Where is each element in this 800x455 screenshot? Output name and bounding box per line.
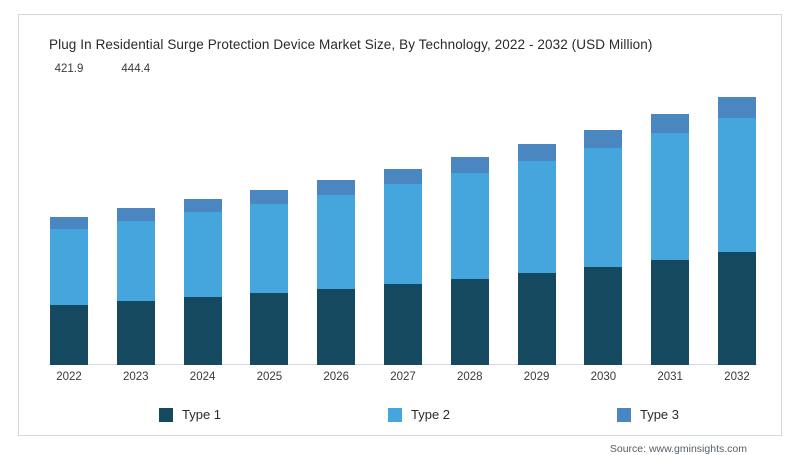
chart-frame: Plug In Residential Surge Protection Dev… <box>18 14 782 455</box>
bar-segment-type2[interactable] <box>183 212 222 297</box>
bar-segment-type3[interactable] <box>183 199 222 212</box>
table-row[interactable] <box>583 85 623 365</box>
table-row[interactable]: 421.9 <box>49 63 89 365</box>
bar-segment-type2[interactable] <box>717 118 756 252</box>
legend-swatch-icon <box>616 407 631 422</box>
x-tick-label: 2029 <box>523 371 550 383</box>
bar-segment-type2[interactable] <box>383 184 422 284</box>
bar-segment-type1[interactable] <box>250 293 289 365</box>
table-row[interactable] <box>717 85 757 365</box>
bar-value-label: 444.4 <box>121 63 151 75</box>
table-row[interactable] <box>316 85 356 365</box>
legend-item-type3[interactable]: Type 3 <box>616 407 679 422</box>
bar-segment-type1[interactable] <box>383 284 422 365</box>
bar-segment-type2[interactable] <box>651 133 690 260</box>
table-row[interactable] <box>183 85 223 365</box>
x-tick-label: 2025 <box>256 371 283 383</box>
x-axis-ticks: 2022 2023 2024 2025 2026 2027 2028 2029 … <box>49 371 757 383</box>
bar-segment-type3[interactable] <box>584 130 623 148</box>
bar-segment-type3[interactable] <box>317 180 356 195</box>
bar-segment-type3[interactable] <box>116 208 155 221</box>
bar-value-label: 421.9 <box>54 63 84 75</box>
bar-segment-type2[interactable] <box>517 161 556 273</box>
bar-segment-type3[interactable] <box>50 217 88 229</box>
table-row[interactable] <box>383 85 423 365</box>
bar-segment-type1[interactable] <box>517 273 556 365</box>
bar-segment-type1[interactable] <box>651 260 690 365</box>
bar-segment-type1[interactable] <box>584 267 623 365</box>
bar-segment-type2[interactable] <box>250 204 289 293</box>
x-tick-label: 2022 <box>56 371 82 383</box>
bar-segment-type3[interactable] <box>450 157 489 173</box>
table-row[interactable]: 444.4 <box>116 63 156 365</box>
legend-swatch-icon <box>387 407 402 422</box>
x-tick-label: 2024 <box>189 371 216 383</box>
x-tick-label: 2027 <box>390 371 416 383</box>
source-attribution: Source: www.gminsights.com <box>609 443 747 455</box>
bar-segment-type2[interactable] <box>50 229 88 305</box>
x-tick-label: 2030 <box>590 371 617 383</box>
legend-item-type2[interactable]: Type 2 <box>387 407 451 422</box>
table-row[interactable] <box>249 85 289 365</box>
x-tick-label: 2023 <box>123 371 149 383</box>
x-tick-label: 2031 <box>657 371 683 383</box>
legend-swatch-icon <box>159 407 173 422</box>
bar-segment-type3[interactable] <box>717 97 756 118</box>
chart-legend: Type 1 Type 2 Type 3 <box>159 407 679 422</box>
table-row[interactable] <box>450 85 490 365</box>
bar-segment-type3[interactable] <box>517 144 556 161</box>
bar-segment-type1[interactable] <box>717 252 756 365</box>
bar-segment-type2[interactable] <box>317 195 356 289</box>
bar-segment-type1[interactable] <box>317 289 356 365</box>
bar-segment-type2[interactable] <box>584 148 623 267</box>
legend-label: Type 3 <box>639 407 679 422</box>
x-tick-label: 2026 <box>323 371 349 383</box>
bar-segment-type2[interactable] <box>116 221 155 301</box>
legend-item-type1[interactable]: Type 1 <box>159 407 221 422</box>
bar-segment-type3[interactable] <box>651 114 690 133</box>
bar-segment-type1[interactable] <box>116 301 155 365</box>
legend-label: Type 1 <box>182 407 222 422</box>
bar-segment-type3[interactable] <box>383 169 422 184</box>
bar-segment-type3[interactable] <box>250 190 289 204</box>
bar-series-container: 421.9 444.4 <box>49 63 757 365</box>
x-tick-label: 2032 <box>724 371 750 383</box>
bar-segment-type1[interactable] <box>450 279 489 365</box>
x-tick-label: 2028 <box>456 371 483 383</box>
chart-title: Plug In Residential Surge Protection Dev… <box>49 37 653 52</box>
bar-segment-type1[interactable] <box>50 305 88 365</box>
bar-segment-type2[interactable] <box>450 173 489 279</box>
bar-segment-type1[interactable] <box>183 297 222 365</box>
legend-label: Type 2 <box>410 407 451 422</box>
table-row[interactable] <box>650 85 690 365</box>
table-row[interactable] <box>517 85 557 365</box>
plot-area: 421.9 444.4 <box>49 63 757 365</box>
